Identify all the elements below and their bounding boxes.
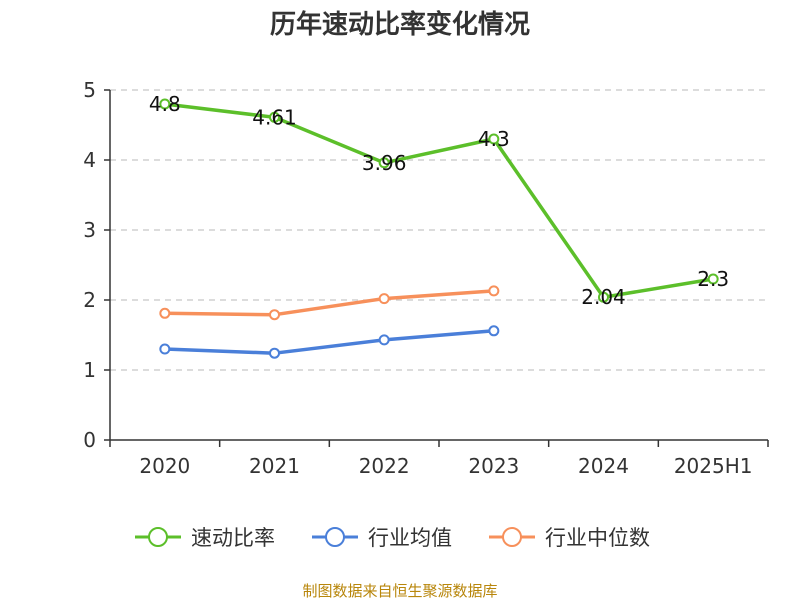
data-point[interactable] bbox=[269, 309, 280, 321]
legend-item[interactable]: 行业均值 bbox=[312, 526, 452, 550]
data-point[interactable] bbox=[598, 291, 609, 303]
data-label: 4.3 bbox=[478, 127, 510, 151]
data-label: 4.61 bbox=[252, 105, 297, 129]
y-tick-label: 5 bbox=[83, 78, 96, 102]
data-point[interactable] bbox=[159, 98, 171, 110]
x-tick-label: 2022 bbox=[359, 454, 410, 478]
legend-item[interactable]: 行业中位数 bbox=[489, 526, 650, 550]
data-label: 2.04 bbox=[581, 285, 626, 309]
data-point[interactable] bbox=[378, 293, 390, 305]
chart-title: 历年速动比率变化情况 bbox=[270, 9, 530, 40]
y-tick-label: 2 bbox=[83, 288, 96, 312]
data-point[interactable] bbox=[488, 285, 500, 297]
grid-lines bbox=[110, 89, 768, 371]
legend-label: 行业均值 bbox=[368, 526, 452, 550]
legend-label: 速动比率 bbox=[191, 526, 275, 550]
legend-marker bbox=[325, 527, 345, 547]
data-point[interactable] bbox=[488, 133, 500, 145]
data-label: 3.96 bbox=[362, 151, 407, 175]
data-point[interactable] bbox=[378, 157, 390, 169]
legend-item[interactable]: 速动比率 bbox=[135, 526, 275, 550]
x-tick-label: 2020 bbox=[139, 454, 190, 478]
axes: 0 1 2 3 4 5 2020 2021 2022 2023 2024 2025H1 bbox=[83, 78, 769, 478]
legend-label: 行业中位数 bbox=[545, 526, 650, 550]
data-label: 2.3 bbox=[697, 267, 729, 291]
x-tick-label: 2025H1 bbox=[674, 454, 753, 478]
series-group bbox=[159, 98, 719, 359]
source-note: 制图数据来自恒生聚源数据库 bbox=[302, 582, 497, 600]
data-point[interactable] bbox=[269, 347, 280, 359]
data-point[interactable] bbox=[378, 334, 390, 346]
x-tick-label: 2024 bbox=[578, 454, 629, 478]
y-tick-label: 3 bbox=[83, 218, 96, 242]
data-point[interactable] bbox=[269, 111, 280, 123]
y-tick-label: 4 bbox=[83, 148, 96, 172]
legend[interactable]: 速动比率 行业均值 行业中位数 bbox=[135, 526, 650, 550]
series-line bbox=[164, 329, 494, 355]
series-line bbox=[164, 102, 714, 299]
data-point[interactable] bbox=[159, 343, 171, 355]
data-point[interactable] bbox=[707, 273, 719, 285]
data-point[interactable] bbox=[159, 307, 171, 319]
y-tick-label: 0 bbox=[83, 428, 96, 452]
x-tick-label: 2021 bbox=[249, 454, 300, 478]
x-tick-label: 2023 bbox=[468, 454, 519, 478]
data-labels: 4.8 4.61 3.96 4.3 2.04 2.3 bbox=[149, 92, 729, 309]
data-point[interactable] bbox=[488, 325, 500, 337]
series-line bbox=[164, 289, 494, 317]
legend-marker bbox=[148, 527, 168, 547]
data-label: 4.8 bbox=[149, 92, 181, 116]
legend-marker bbox=[502, 527, 522, 547]
y-tick-label: 1 bbox=[83, 358, 96, 382]
